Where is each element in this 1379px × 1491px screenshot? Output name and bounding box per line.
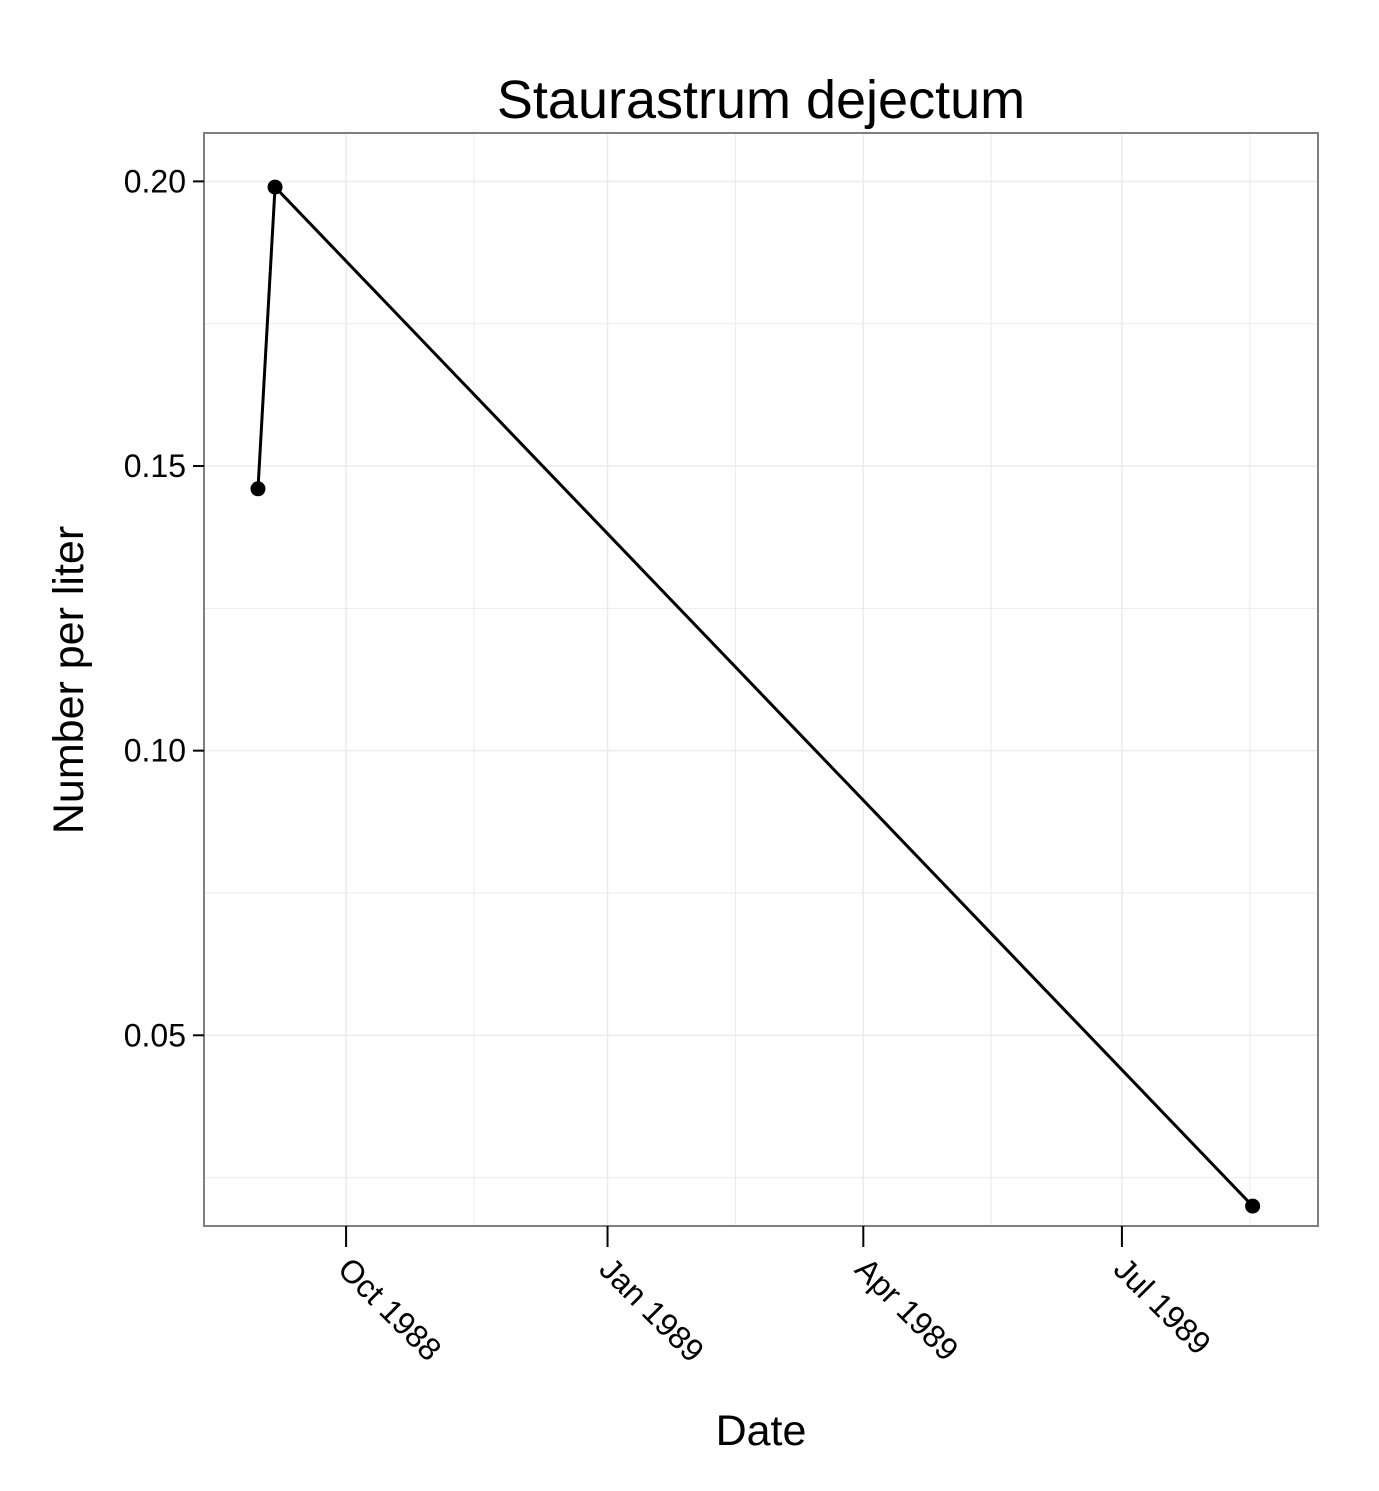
grid-minor bbox=[204, 133, 1318, 1226]
data-point bbox=[267, 179, 283, 195]
y-tick-label: 0.10 bbox=[124, 733, 186, 769]
grid-major bbox=[204, 133, 1318, 1226]
y-tick-label: 0.05 bbox=[124, 1017, 186, 1053]
y-tick-label: 0.15 bbox=[124, 448, 186, 484]
plot-panel-border bbox=[203, 132, 1319, 1227]
x-axis-title: Date bbox=[716, 1407, 807, 1455]
y-tick-label: 0.20 bbox=[124, 163, 186, 199]
data-point bbox=[1245, 1198, 1261, 1214]
data-series bbox=[250, 179, 1261, 1214]
y-axis-title: Number per liter bbox=[45, 526, 93, 834]
data-point bbox=[250, 481, 266, 497]
chart-title: Staurastrum dejectum bbox=[497, 70, 1025, 130]
plot-panel bbox=[204, 133, 1318, 1226]
y-axis: 0.05 0.10 0.15 0.20 bbox=[124, 163, 204, 1053]
